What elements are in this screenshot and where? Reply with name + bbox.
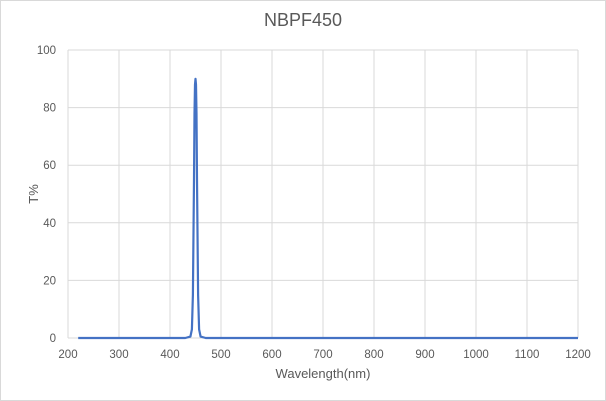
x-tick-label: 200: [58, 349, 77, 361]
gridlines: [67, 49, 579, 339]
chart-title: NBPF450: [263, 10, 343, 30]
y-tick-label: 20: [43, 275, 56, 287]
x-tick-label: 1100: [515, 349, 540, 361]
x-tick-label: 300: [109, 349, 128, 361]
y-tick-label: 40: [43, 218, 56, 230]
y-tick-label: 100: [37, 45, 56, 57]
x-tick-label: 1200: [565, 349, 591, 361]
x-tick-label: 400: [160, 349, 179, 361]
x-tick-label: 700: [313, 349, 332, 361]
y-axis-label: T%: [26, 184, 41, 204]
x-tick-label: 600: [262, 349, 281, 361]
x-tick-label: 1000: [463, 349, 489, 361]
y-tick-label: 80: [43, 103, 56, 115]
x-tick-label: 900: [415, 349, 434, 361]
y-tick-label: 60: [43, 160, 56, 172]
y-tick-label: 0: [50, 333, 56, 345]
x-axis-label: Wavelength(nm): [276, 366, 371, 381]
x-axis-ticks: 200 300 400 500 600 700 800 900 1000 1100 1200: [58, 349, 590, 361]
transmission-curve: [78, 77, 578, 340]
x-tick-label: 800: [364, 349, 383, 361]
x-tick-label: 500: [211, 349, 230, 361]
y-axis-ticks: 0 20 40 60 80 100: [37, 45, 56, 345]
